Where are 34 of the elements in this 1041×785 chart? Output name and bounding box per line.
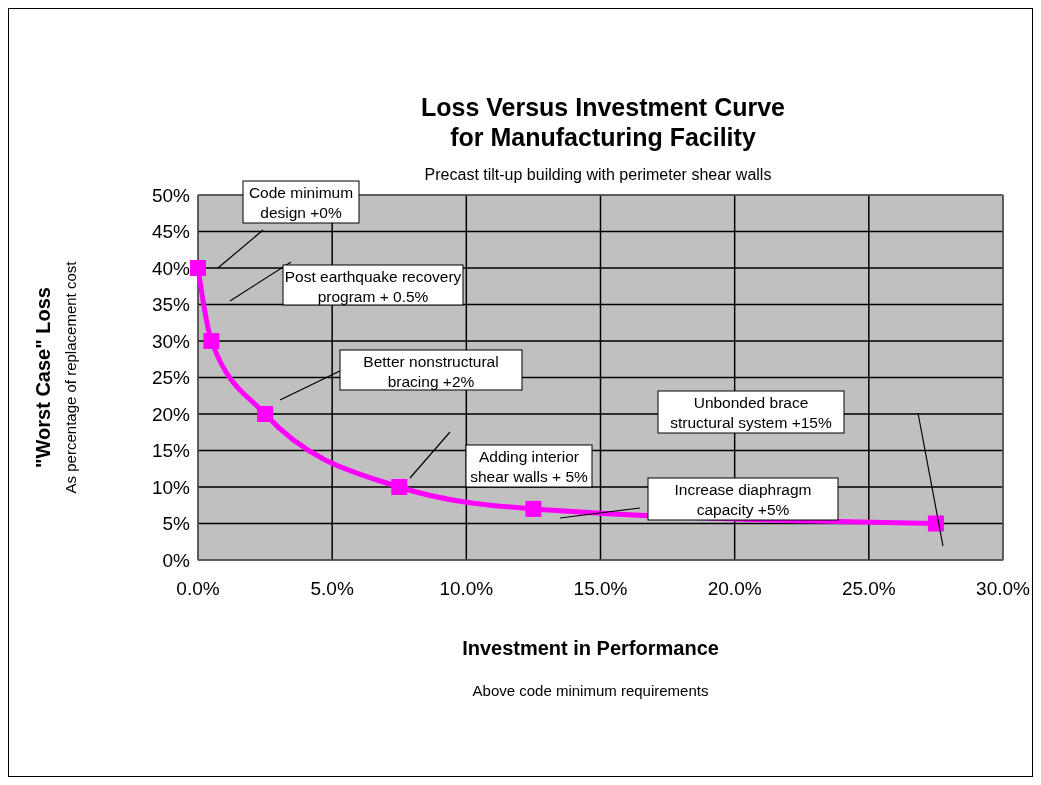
y-tick-label: 45% bbox=[151, 221, 191, 243]
y-tick-label: 5% bbox=[162, 513, 191, 535]
callout: Better nonstructural bracing +2% bbox=[279, 349, 523, 401]
x-tick-label: 20.0% bbox=[707, 577, 762, 599]
y-tick-label: 40% bbox=[151, 257, 191, 279]
x-tick-label: 15.0% bbox=[573, 577, 628, 599]
text: As percentage of replacement cost bbox=[62, 260, 79, 494]
x-tick-label: 25.0% bbox=[841, 577, 896, 599]
text: Above code minimum requirements bbox=[472, 682, 709, 699]
annotation: Unbonded brace structural system +15% bbox=[670, 394, 832, 431]
y-tick-label: 35% bbox=[151, 294, 191, 316]
y-tick-label: 15% bbox=[151, 440, 191, 462]
y-tick-label: 0% bbox=[162, 549, 191, 571]
y-tick-label: 30% bbox=[151, 330, 191, 352]
chart-subtitle: Precast tilt-up building with perimeter shear walls bbox=[424, 166, 772, 183]
callout: Post earthquake recovery program + 0.5% bbox=[229, 261, 464, 306]
callout: Adding interior shear walls + 5% bbox=[409, 431, 593, 488]
annotation: Better nonstructural bracing +2% bbox=[363, 353, 499, 390]
annotation: Increase diaphragm capacity +5% bbox=[674, 481, 812, 518]
y-axis-title: "Worst Case" Loss bbox=[32, 287, 54, 468]
x-tick-label: 5.0% bbox=[310, 577, 354, 599]
chart-title: Loss Versus Investment Curve for Manufacturing Facility bbox=[420, 93, 786, 151]
y-tick-label: 25% bbox=[151, 367, 191, 389]
x-tick-label: 10.0% bbox=[439, 577, 494, 599]
annotation: Post earthquake recovery program + 0.5% bbox=[284, 268, 462, 305]
y-tick-label: 10% bbox=[151, 476, 191, 498]
x-tick-label: 30.0% bbox=[976, 577, 1031, 599]
x-axis-title: Investment in Performance bbox=[462, 637, 719, 659]
y-tick-label: 20% bbox=[151, 403, 191, 425]
y-tick-label: 50% bbox=[151, 184, 191, 206]
callout: Code minimum design +0% bbox=[217, 180, 360, 269]
annotation: Code minimum design +0% bbox=[248, 184, 354, 221]
x-tick-label: 0.0% bbox=[176, 577, 220, 599]
annotation: Adding interior shear walls + 5% bbox=[470, 448, 589, 485]
